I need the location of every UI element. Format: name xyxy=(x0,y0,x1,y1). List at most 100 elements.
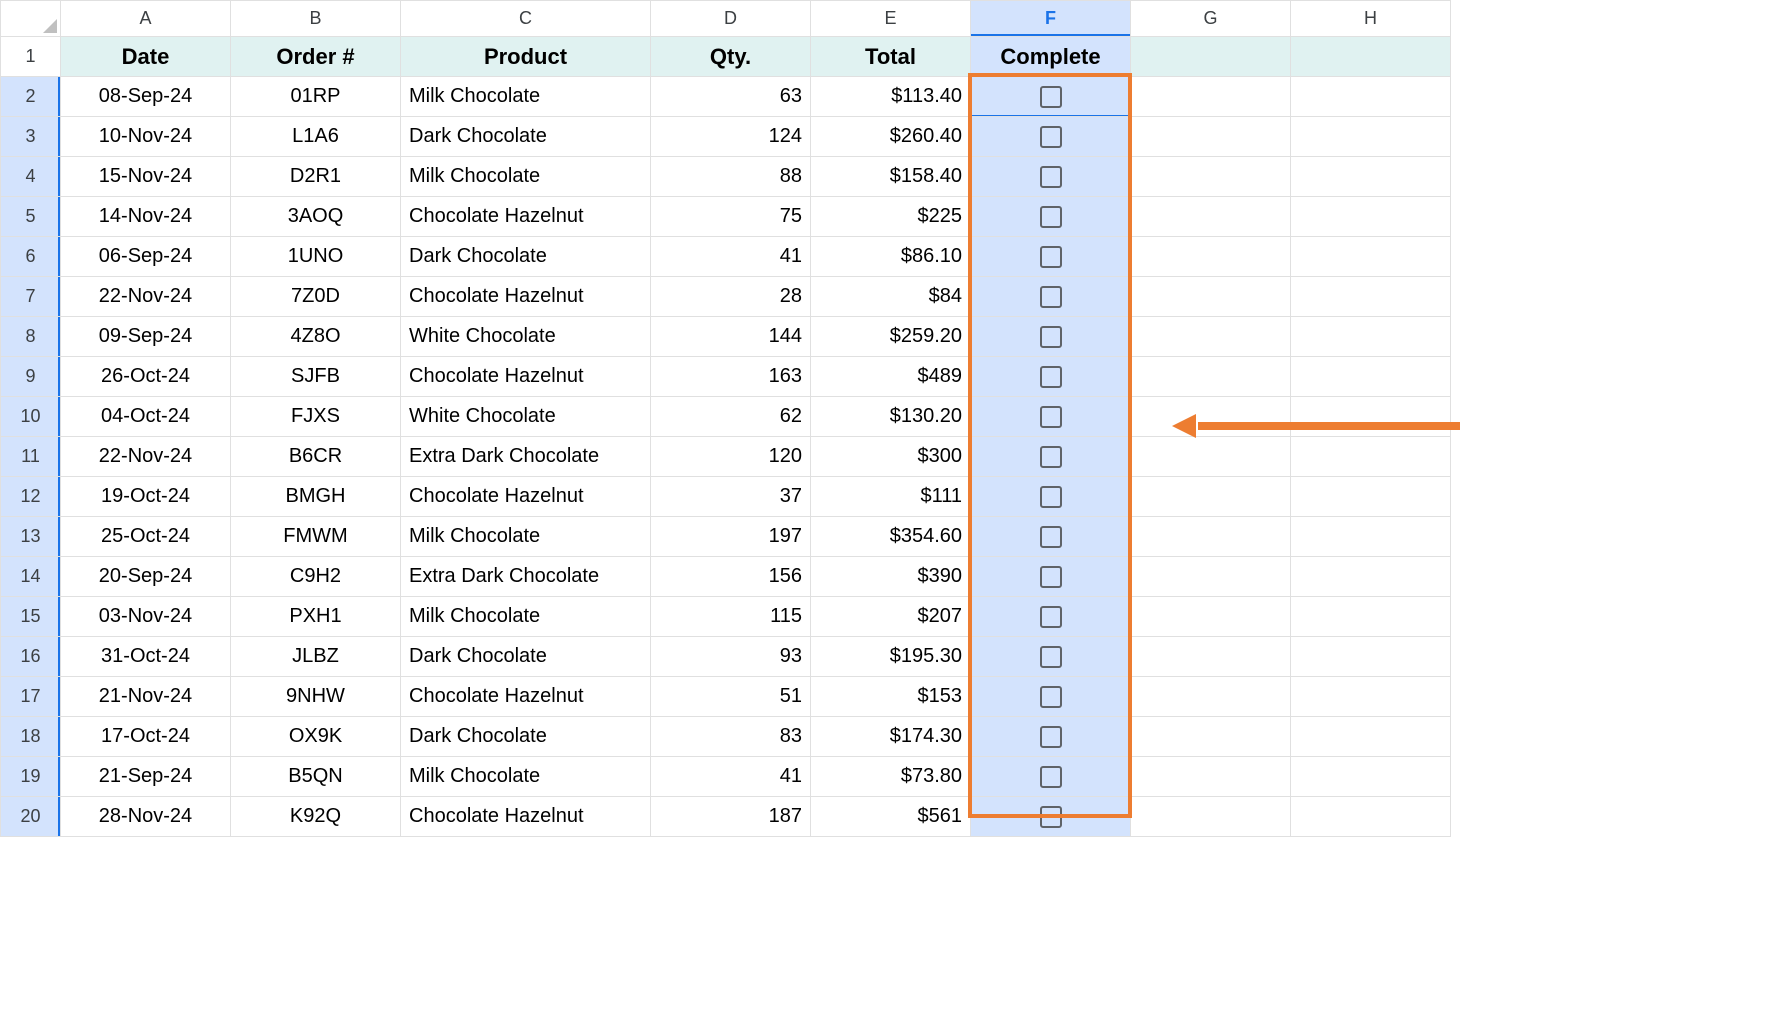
empty-cell[interactable] xyxy=(1291,277,1451,317)
cell-total-cell[interactable]: $300 xyxy=(811,437,971,477)
cell-complete[interactable] xyxy=(971,637,1131,677)
column-header-G[interactable]: G xyxy=(1131,1,1291,37)
empty-cell[interactable] xyxy=(1291,77,1451,117)
cell-total-cell[interactable]: $259.20 xyxy=(811,317,971,357)
cell-qty-cell[interactable]: 120 xyxy=(651,437,811,477)
cell-qty-cell[interactable]: 144 xyxy=(651,317,811,357)
checkbox-icon[interactable] xyxy=(1040,326,1062,348)
column-header-H[interactable]: H xyxy=(1291,1,1451,37)
cell-order-cell[interactable]: K92Q xyxy=(231,797,401,837)
row-header-1[interactable]: 1 xyxy=(1,37,61,77)
empty-cell[interactable] xyxy=(1291,557,1451,597)
row-header-9[interactable]: 9 xyxy=(1,357,61,397)
cell-product-cell[interactable]: Chocolate Hazelnut xyxy=(401,477,651,517)
cell-date-cell[interactable]: 09-Sep-24 xyxy=(61,317,231,357)
cell-product-cell[interactable]: Chocolate Hazelnut xyxy=(401,357,651,397)
cell-order-cell[interactable]: 7Z0D xyxy=(231,277,401,317)
cell-total-cell[interactable]: $73.80 xyxy=(811,757,971,797)
cell-product-cell[interactable]: Dark Chocolate xyxy=(401,637,651,677)
cell-product-cell[interactable]: Milk Chocolate xyxy=(401,157,651,197)
cell-order-cell[interactable]: 01RP xyxy=(231,77,401,117)
empty-cell[interactable] xyxy=(1131,77,1291,117)
cell-qty-cell[interactable]: 75 xyxy=(651,197,811,237)
column-header-E[interactable]: E xyxy=(811,1,971,37)
cell-order-cell[interactable]: 9NHW xyxy=(231,677,401,717)
empty-cell[interactable] xyxy=(1131,477,1291,517)
cell-complete[interactable] xyxy=(971,117,1131,157)
cell-date-cell[interactable]: 21-Sep-24 xyxy=(61,757,231,797)
cell-product-cell[interactable]: Extra Dark Chocolate xyxy=(401,437,651,477)
empty-cell[interactable] xyxy=(1131,197,1291,237)
cell-qty-cell[interactable]: 93 xyxy=(651,637,811,677)
cell-date-cell[interactable]: 25-Oct-24 xyxy=(61,517,231,557)
cell-date-cell[interactable]: 31-Oct-24 xyxy=(61,637,231,677)
cell-product-cell[interactable]: Chocolate Hazelnut xyxy=(401,277,651,317)
cell-date-cell[interactable]: 15-Nov-24 xyxy=(61,157,231,197)
cell-order-cell[interactable]: 1UNO xyxy=(231,237,401,277)
empty-cell[interactable] xyxy=(1131,157,1291,197)
cell-complete[interactable] xyxy=(971,477,1131,517)
cell-qty-cell[interactable]: 51 xyxy=(651,677,811,717)
cell-date-cell[interactable]: 14-Nov-24 xyxy=(61,197,231,237)
row-header-3[interactable]: 3 xyxy=(1,117,61,157)
empty-cell[interactable] xyxy=(1291,37,1451,77)
cell-product-cell[interactable]: Milk Chocolate xyxy=(401,517,651,557)
cell-complete[interactable] xyxy=(971,397,1131,437)
column-header-D[interactable]: D xyxy=(651,1,811,37)
empty-cell[interactable] xyxy=(1291,677,1451,717)
cell-qty-cell[interactable]: 88 xyxy=(651,157,811,197)
cell-product-cell[interactable]: Milk Chocolate xyxy=(401,77,651,117)
empty-cell[interactable] xyxy=(1131,517,1291,557)
checkbox-icon[interactable] xyxy=(1040,486,1062,508)
empty-cell[interactable] xyxy=(1291,637,1451,677)
row-header-2[interactable]: 2 xyxy=(1,77,61,117)
cell-date-cell[interactable]: 03-Nov-24 xyxy=(61,597,231,637)
checkbox-icon[interactable] xyxy=(1040,526,1062,548)
checkbox-icon[interactable] xyxy=(1040,566,1062,588)
checkbox-icon[interactable] xyxy=(1040,246,1062,268)
cell-order-cell[interactable]: 3AOQ xyxy=(231,197,401,237)
empty-cell[interactable] xyxy=(1131,717,1291,757)
cell-qty-cell[interactable]: 41 xyxy=(651,757,811,797)
checkbox-icon[interactable] xyxy=(1040,86,1062,108)
cell-total-cell[interactable]: $489 xyxy=(811,357,971,397)
cell-total-cell[interactable]: $84 xyxy=(811,277,971,317)
checkbox-icon[interactable] xyxy=(1040,766,1062,788)
cell-product-cell[interactable]: Chocolate Hazelnut xyxy=(401,797,651,837)
empty-cell[interactable] xyxy=(1291,757,1451,797)
header-complete-cell[interactable]: Complete xyxy=(971,37,1131,77)
cell-date-cell[interactable]: 10-Nov-24 xyxy=(61,117,231,157)
header-order-cell[interactable]: Order # xyxy=(231,37,401,77)
row-header-6[interactable]: 6 xyxy=(1,237,61,277)
empty-cell[interactable] xyxy=(1131,237,1291,277)
empty-cell[interactable] xyxy=(1131,117,1291,157)
cell-order-cell[interactable]: D2R1 xyxy=(231,157,401,197)
row-header-17[interactable]: 17 xyxy=(1,677,61,717)
cell-qty-cell[interactable]: 83 xyxy=(651,717,811,757)
cell-date-cell[interactable]: 06-Sep-24 xyxy=(61,237,231,277)
cell-qty-cell[interactable]: 63 xyxy=(651,77,811,117)
cell-date-cell[interactable]: 08-Sep-24 xyxy=(61,77,231,117)
cell-qty-cell[interactable]: 37 xyxy=(651,477,811,517)
cell-total-cell[interactable]: $130.20 xyxy=(811,397,971,437)
cell-order-cell[interactable]: C9H2 xyxy=(231,557,401,597)
checkbox-icon[interactable] xyxy=(1040,126,1062,148)
empty-cell[interactable] xyxy=(1131,357,1291,397)
row-header-13[interactable]: 13 xyxy=(1,517,61,557)
cell-order-cell[interactable]: B5QN xyxy=(231,757,401,797)
cell-date-cell[interactable]: 21-Nov-24 xyxy=(61,677,231,717)
header-date-cell[interactable]: Date xyxy=(61,37,231,77)
cell-order-cell[interactable]: FMWM xyxy=(231,517,401,557)
cell-order-cell[interactable]: B6CR xyxy=(231,437,401,477)
cell-complete[interactable] xyxy=(971,517,1131,557)
cell-date-cell[interactable]: 26-Oct-24 xyxy=(61,357,231,397)
empty-cell[interactable] xyxy=(1291,477,1451,517)
cell-qty-cell[interactable]: 163 xyxy=(651,357,811,397)
row-header-20[interactable]: 20 xyxy=(1,797,61,837)
header-qty-cell[interactable]: Qty. xyxy=(651,37,811,77)
empty-cell[interactable] xyxy=(1291,717,1451,757)
cell-complete[interactable] xyxy=(971,157,1131,197)
empty-cell[interactable] xyxy=(1131,637,1291,677)
empty-cell[interactable] xyxy=(1291,397,1451,437)
row-header-12[interactable]: 12 xyxy=(1,477,61,517)
